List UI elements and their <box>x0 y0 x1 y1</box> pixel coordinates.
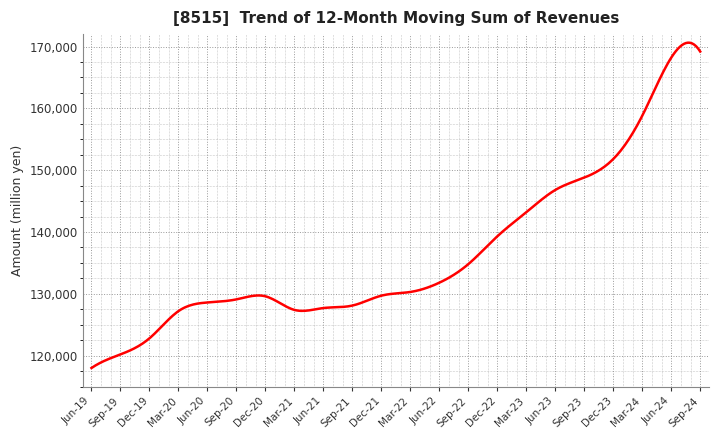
Y-axis label: Amount (million yen): Amount (million yen) <box>11 145 24 276</box>
Title: [8515]  Trend of 12-Month Moving Sum of Revenues: [8515] Trend of 12-Month Moving Sum of R… <box>173 11 619 26</box>
